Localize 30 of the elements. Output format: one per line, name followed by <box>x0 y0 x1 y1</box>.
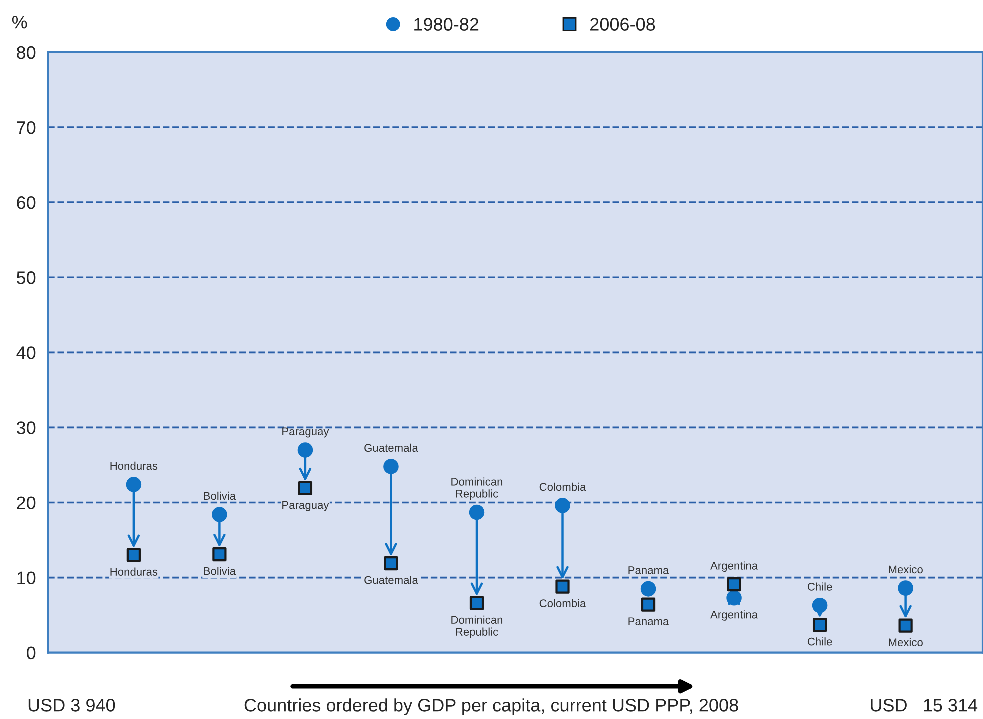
y-tick-label: 0 <box>27 646 36 660</box>
category-label: Bolivia <box>204 492 236 500</box>
x-tick-label: Mexico <box>889 565 923 574</box>
legend-label: 2006-08 <box>590 18 656 31</box>
category-label: Mexico <box>889 638 923 646</box>
category-label: Argentina <box>710 610 758 621</box>
category-label: Panama <box>628 618 670 626</box>
category-label: Chile <box>808 638 832 646</box>
x-tick-label: Argentina <box>710 562 758 572</box>
legend-label: 1980-82 <box>414 18 479 31</box>
category-label: Paraguay <box>282 501 330 512</box>
y-tick-label: 80 <box>17 46 36 60</box>
x-tick-label: Honduras <box>110 568 158 576</box>
y-tick-label: 20 <box>17 496 36 510</box>
x-tick-label: Bolivia <box>204 567 236 576</box>
y-tick-label: 50 <box>17 272 36 284</box>
y-tick-label: 40 <box>16 346 36 360</box>
x-tick-label: Panama <box>628 566 670 574</box>
category-label: Guatemala <box>364 576 418 584</box>
y-tick-label: 60 <box>17 196 36 210</box>
y-tick-label: 10 <box>18 572 36 585</box>
category-label: Colombia <box>540 599 586 608</box>
y-axis-title: % <box>12 16 28 29</box>
text: USD 3 940 <box>28 699 116 712</box>
x-axis-title: Countries ordered by GDP per capita, current USD PPP, 2008 <box>244 698 738 716</box>
text: USD 15 314 <box>871 699 978 712</box>
category-label: Dominican Republic <box>452 616 503 638</box>
y-tick-label: 70 <box>17 121 36 134</box>
category-label: Honduras <box>110 462 158 470</box>
y-tick-label: 30 <box>16 422 36 434</box>
